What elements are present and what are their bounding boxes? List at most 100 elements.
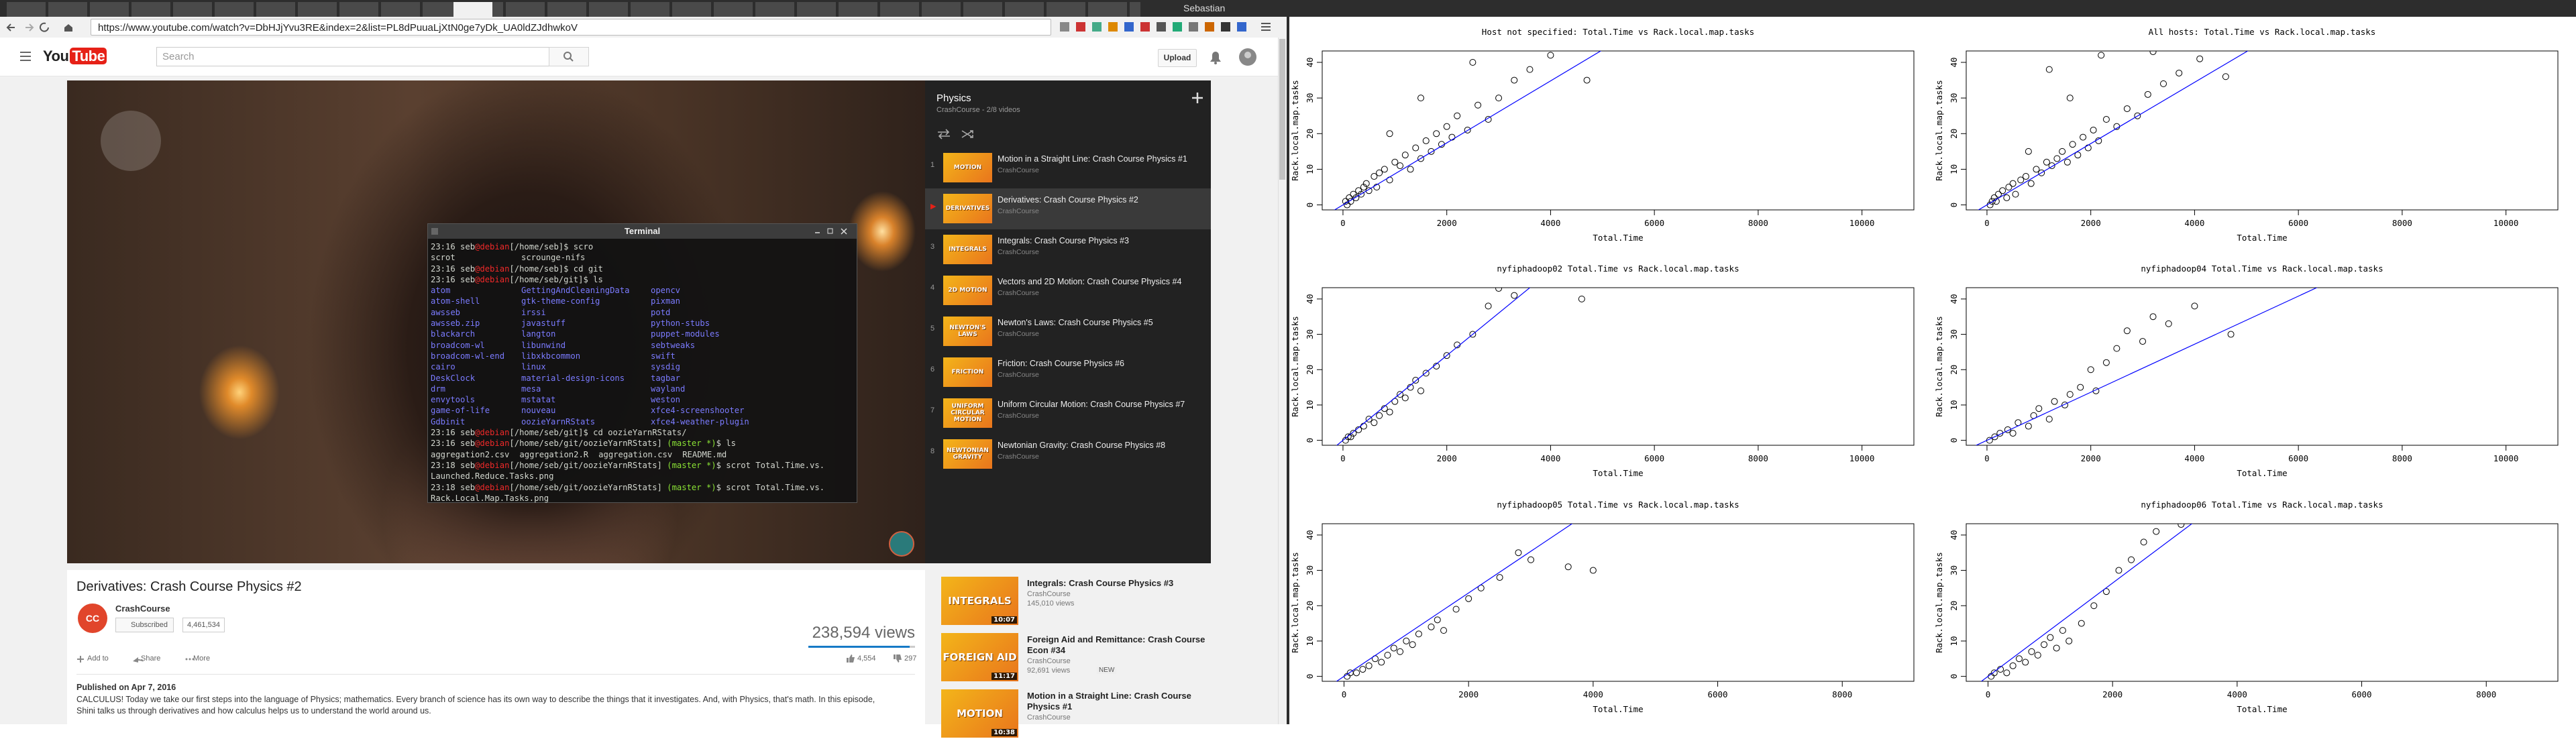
point — [2022, 659, 2029, 666]
x-tick-label: 8000 — [2392, 218, 2412, 228]
subscribe-button[interactable]: Subscribed — [115, 618, 174, 632]
playlist-item[interactable]: ▶ DERIVATIVES Derivatives: Crash Course Ph… — [925, 188, 1211, 229]
menu-icon[interactable] — [20, 51, 32, 62]
point — [1428, 623, 1435, 630]
point — [2017, 176, 2025, 184]
url[interactable]: https://www.youtube.com/watch?v=DbHJjYvu… — [98, 22, 578, 34]
point — [1412, 144, 1419, 152]
x-tick-label: 10000 — [2493, 453, 2519, 463]
scroll-thumb[interactable] — [1279, 39, 1285, 180]
related-item[interactable]: INTEGRALS 10:07 Integrals: Crash Course Ph… — [941, 577, 1210, 630]
x-axis-label: Total.Time — [2237, 233, 2287, 243]
terminal-entry: atom — [431, 286, 451, 296]
nav-buttons[interactable] — [5, 21, 86, 34]
point — [1376, 169, 1383, 176]
scatter-plot: nyfiphadoop04 Total.Time vs Rack.local.m… — [1934, 264, 2559, 478]
search-button[interactable] — [549, 47, 589, 66]
playlist-title[interactable]: Physics — [936, 93, 971, 104]
x-tick-label: 10000 — [1849, 453, 1875, 463]
terminal-window[interactable]: Terminal 23:16 seb@debian[/home/seb]$ sc… — [427, 223, 857, 503]
related-title: Integrals: Crash Course Physics #3 — [1027, 578, 1174, 588]
point — [2227, 331, 2235, 338]
channel-name[interactable]: CrashCourse — [115, 604, 170, 614]
terminal-entry: libxkbcommon — [521, 351, 581, 361]
terminal-text: [/home/seb/git]$ ls — [509, 274, 603, 284]
more-button[interactable]: More — [193, 654, 211, 663]
x-tick-label: 8000 — [1748, 218, 1768, 228]
point — [2087, 366, 2094, 374]
playlist-item[interactable]: 1 MOTION Motion in a Straight Line: Crash … — [925, 148, 1211, 188]
share-button[interactable]: Share — [141, 654, 161, 663]
point — [2165, 320, 2172, 327]
scatter-plot: nyfiphadoop06 Total.Time vs Rack.local.m… — [1934, 500, 2559, 714]
point — [1373, 183, 1381, 190]
point — [2066, 391, 2074, 398]
playlist-item[interactable]: 7 UNIFORM CIRCULAR MOTION Uniform Circular… — [925, 393, 1211, 434]
terminal-entry: mesa — [521, 384, 541, 394]
add-to-button[interactable]: Add to — [87, 654, 109, 663]
y-tick-label: 10 — [1305, 636, 1315, 646]
y-tick-label: 20 — [1949, 129, 1959, 139]
playlist-subtitle: CrashCourse - 2/8 videos — [936, 106, 1020, 114]
window-buttons[interactable] — [814, 227, 854, 235]
add-button[interactable] — [1191, 91, 1204, 105]
playlist-index: 3 — [930, 243, 935, 251]
header-icons[interactable] — [1208, 48, 1268, 67]
channel-avatar[interactable]: CC — [78, 604, 107, 633]
dislike-count: 297 — [904, 654, 917, 663]
point — [1365, 662, 1373, 669]
user-name[interactable]: Sebastian — [1183, 3, 1226, 13]
url-field[interactable]: https://www.youtube.com/watch?v=DbHJjYvu… — [91, 19, 1051, 36]
playlist-channel: CrashCourse — [998, 166, 1039, 174]
like-count: 4,554 — [857, 654, 876, 663]
y-tick-label: 10 — [1949, 164, 1959, 174]
point — [2113, 345, 2121, 352]
terminal-entry: GettingAndCleaningData — [521, 286, 630, 296]
active-tab[interactable] — [453, 2, 492, 17]
terminal-entry: python-stubs — [651, 319, 710, 329]
point — [2222, 73, 2229, 80]
point — [1417, 387, 1424, 394]
point — [1407, 166, 1414, 173]
y-tick-label: 10 — [1305, 164, 1315, 174]
like-icons[interactable] — [845, 654, 919, 663]
youtube-logo[interactable]: You Tube — [43, 48, 107, 65]
point — [2144, 91, 2151, 98]
related-item[interactable]: MOTION 10:38 Motion in a Straight Line: Cr… — [941, 689, 1210, 743]
terminal-line: 23:16 seb@debian[/home/seb/git]$ ls — [431, 274, 853, 285]
scrollbar[interactable] — [1278, 38, 1287, 724]
playlist-channel: CrashCourse — [998, 412, 1039, 420]
point — [1994, 190, 2002, 198]
terminal-text: Launched.Reduce.Tasks.png — [431, 471, 554, 481]
point — [1347, 198, 1354, 205]
tab-strip[interactable] — [7, 2, 1140, 17]
plot-frame — [1322, 50, 1915, 211]
terminal-line: game-of-life nouveau xfce4-screenshooter — [431, 405, 853, 416]
terminal-line: blackarch langton puppet-modules — [431, 329, 853, 339]
scatter-plot: nyfiphadoop02 Total.Time vs Rack.local.m… — [1290, 264, 1915, 478]
description-line: CALCULUS! Today we take our first steps … — [76, 695, 875, 704]
playlist-controls[interactable] — [936, 127, 983, 141]
point — [1371, 173, 1378, 180]
x-tick-label: 0 — [1984, 218, 1990, 228]
point — [1376, 412, 1383, 419]
x-tick-label: 2000 — [1437, 453, 1457, 463]
upload-button[interactable]: Upload — [1158, 49, 1197, 67]
playlist-item[interactable]: 8 NEWTONIAN GRAVITY Newtonian Gravity: Cra… — [925, 434, 1211, 475]
point — [1496, 574, 1503, 581]
x-tick-label: 6000 — [2288, 218, 2308, 228]
playlist-item[interactable]: 6 FRICTION Friction: Crash Course Physics … — [925, 352, 1211, 393]
point — [2080, 133, 2087, 141]
point — [1355, 187, 1362, 194]
x-tick-label: 4000 — [1540, 453, 1560, 463]
description-line: Shini talks us through derivatives and h… — [76, 706, 431, 716]
duration: 11:17 — [991, 673, 1017, 680]
playlist-item[interactable]: 3 INTEGRALS Integrals: Crash Course Physic… — [925, 229, 1211, 270]
playlist-item[interactable]: 5 NEWTON'S LAWS Newton's Laws: Crash Cours… — [925, 311, 1211, 352]
x-axis-label: Total.Time — [1593, 233, 1643, 243]
related-item[interactable]: FOREIGN AID 11:17 Foreign Aid and Remittan… — [941, 633, 1210, 687]
playlist-item[interactable]: 4 2D MOTION Vectors and 2D Motion: Crash C… — [925, 270, 1211, 311]
point — [2053, 644, 2060, 652]
extension-icons[interactable] — [1046, 21, 1281, 34]
search-box[interactable]: Search — [156, 47, 550, 66]
